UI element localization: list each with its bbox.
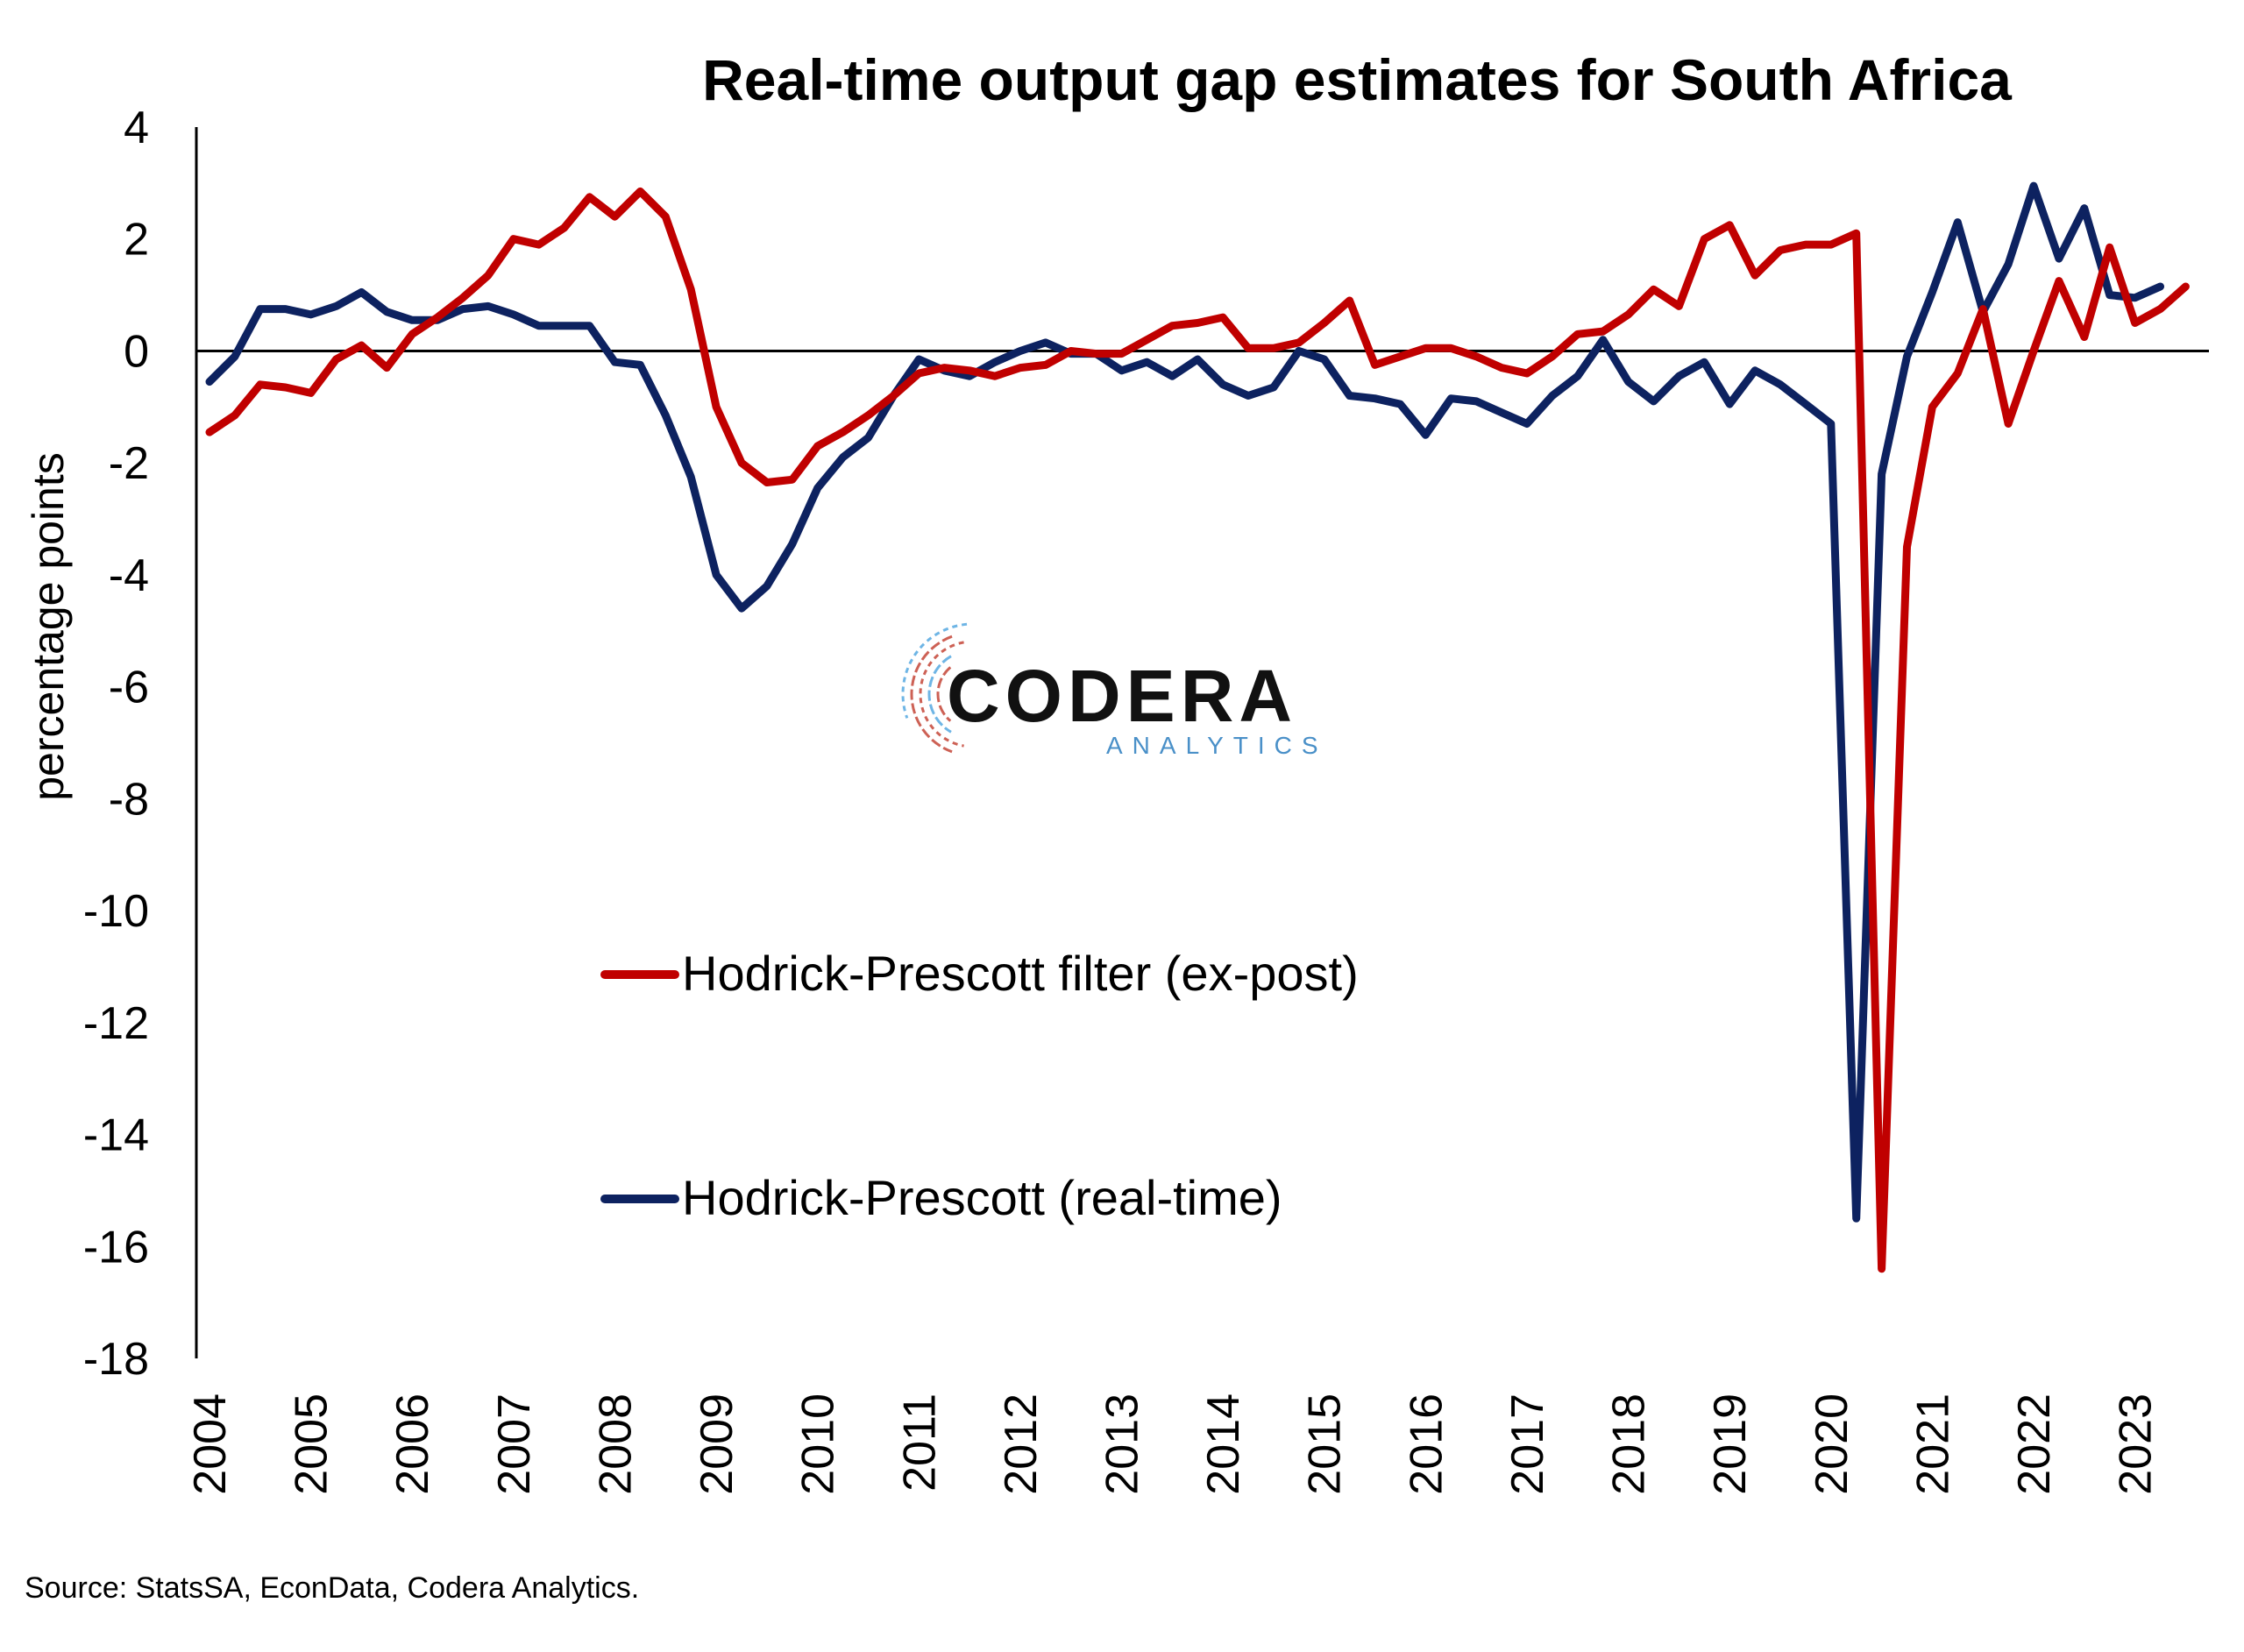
x-tick-label: 2022: [2009, 1393, 2060, 1495]
x-tick-label: 2005: [287, 1393, 337, 1495]
y-axis-label: percentage points: [24, 452, 73, 801]
x-tick-label: 2009: [692, 1393, 742, 1495]
x-tick-label: 2018: [1604, 1393, 1655, 1495]
y-tick-label: -6: [109, 663, 149, 713]
y-tick-label: 0: [124, 326, 149, 377]
x-tick-label: 2014: [1198, 1393, 1249, 1495]
logo-arc: [901, 622, 968, 719]
legend: Hodrick-Prescott filter (ex-post) Hodric…: [600, 946, 1359, 1225]
logo-arc: [927, 655, 952, 734]
y-tick-label: -12: [83, 998, 149, 1049]
codera-logo: CODERA ANALYTICS: [901, 622, 1328, 759]
x-tick-label: 2011: [894, 1393, 945, 1492]
y-tick-label: -2: [109, 438, 149, 489]
series-line-ex-post: [205, 187, 2190, 1273]
x-tick-label: 2007: [489, 1393, 540, 1495]
x-tick-label: 2015: [1300, 1393, 1351, 1495]
y-tick-label: -14: [83, 1110, 149, 1161]
y-tick-label: -10: [83, 886, 149, 937]
y-tick-labels: 4 2 0 -2 -4 -6 -8 -10 -12 -14 -16 -18: [83, 103, 149, 1385]
x-tick-label: 2017: [1502, 1393, 1553, 1495]
y-tick-label: 4: [124, 103, 149, 153]
x-tick-label: 2008: [590, 1393, 641, 1495]
x-tick-label: 2016: [1401, 1393, 1452, 1495]
logo-tagline: ANALYTICS: [1106, 732, 1328, 759]
series-line-real-time: [205, 181, 2164, 1223]
x-tick-label: 2004: [185, 1393, 236, 1495]
legend-label-ex-post: Hodrick-Prescott filter (ex-post): [682, 946, 1359, 1001]
x-tick-labels: 2004 2005 2006 2007 2008 2009 2010 2011 2012 2013…: [185, 1393, 2162, 1495]
logo-circuit-icon: [901, 622, 968, 754]
series-lines: [205, 181, 2190, 1273]
x-tick-label: 2010: [793, 1393, 844, 1495]
x-tick-label: 2019: [1705, 1393, 1756, 1495]
logo-arc: [910, 635, 953, 754]
legend-item-ex-post: Hodrick-Prescott filter (ex-post): [600, 946, 1359, 1001]
source-note: Source: StatsSA, EconData, Codera Analyt…: [25, 1571, 639, 1605]
logo-name: CODERA: [947, 655, 1297, 737]
legend-item-real-time: Hodrick-Prescott (real-time): [600, 1170, 1282, 1225]
legend-label-real-time: Hodrick-Prescott (real-time): [682, 1170, 1282, 1225]
x-tick-label: 2021: [1907, 1393, 1958, 1495]
y-tick-label: -8: [109, 774, 149, 825]
y-tick-label: -18: [83, 1334, 149, 1385]
logo-arc: [936, 666, 952, 722]
x-tick-label: 2006: [387, 1393, 438, 1495]
x-tick-label: 2013: [1097, 1393, 1148, 1495]
x-tick-label: 2023: [2111, 1393, 2162, 1495]
chart-title: Real-time output gap estimates for South…: [702, 47, 2013, 112]
y-tick-label: -4: [109, 550, 149, 601]
y-tick-label: -16: [83, 1222, 149, 1273]
x-tick-label: 2012: [996, 1393, 1047, 1495]
logo-arc: [919, 641, 964, 748]
y-tick-label: 2: [124, 215, 149, 266]
x-tick-label: 2020: [1807, 1393, 1857, 1495]
